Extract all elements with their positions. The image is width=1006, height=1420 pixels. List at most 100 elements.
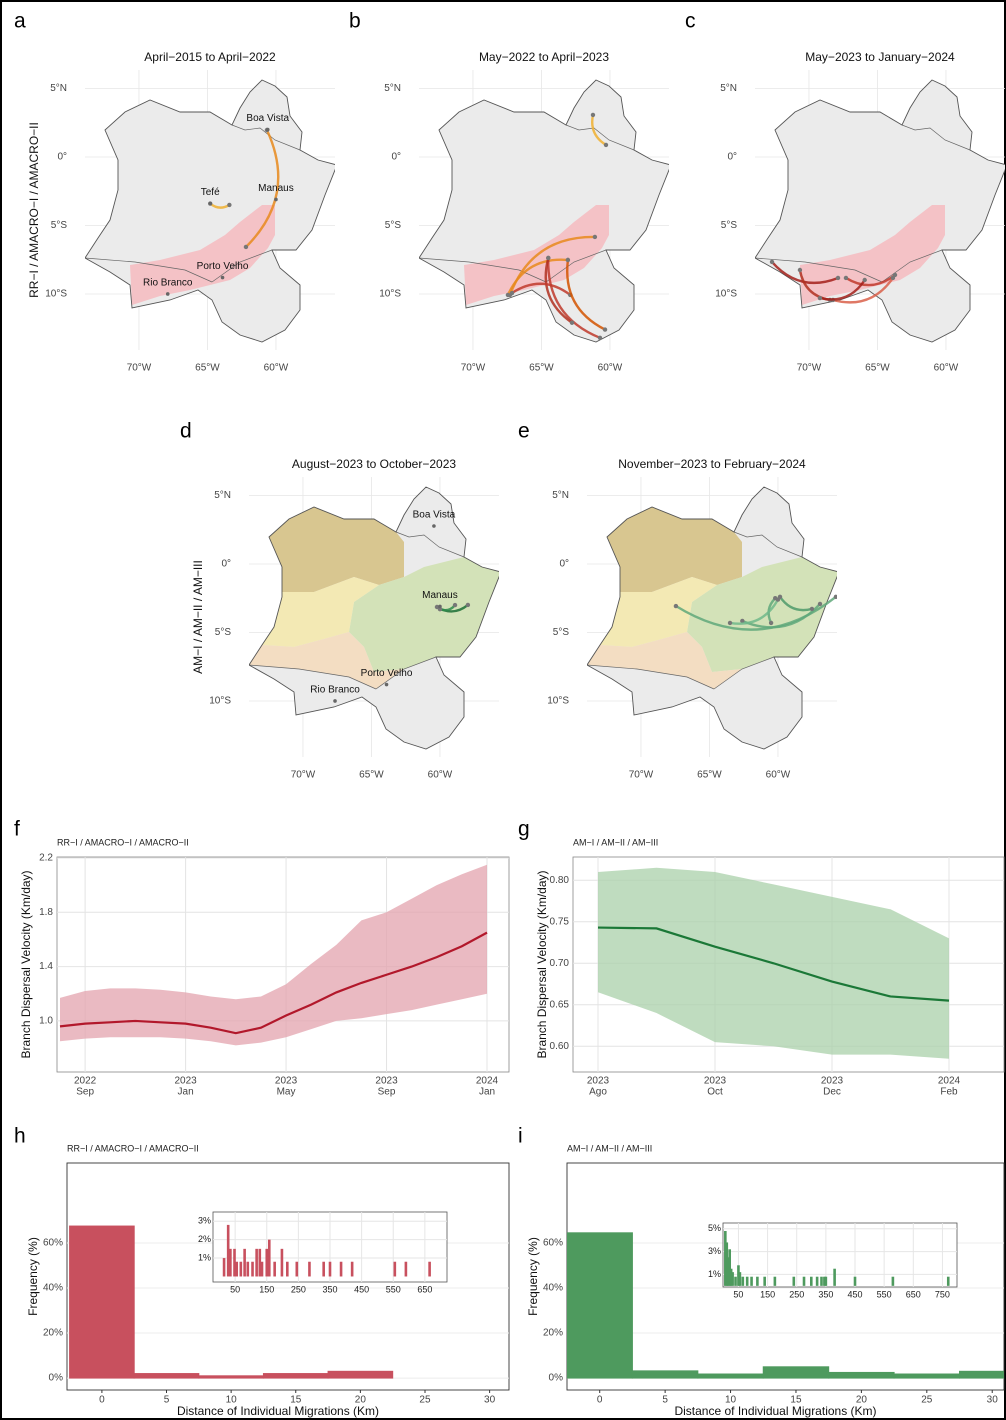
x-tick-label: 2023 [375, 1076, 398, 1087]
histogram-bar [631, 1370, 699, 1379]
inset-bar [428, 1261, 431, 1277]
inset-bar [295, 1261, 299, 1277]
site-dot [835, 275, 841, 281]
migration-arc [767, 597, 777, 625]
site-dot [509, 290, 515, 296]
inset-bar [853, 1276, 857, 1286]
inset-bar [756, 1276, 759, 1286]
inset-bar [246, 1261, 250, 1277]
inset-bar [226, 1224, 230, 1277]
state-border [587, 531, 803, 690]
inset-x-tick-label: 550 [386, 1284, 401, 1294]
y-tick-label: 1.8 [39, 907, 53, 918]
x-tick-label: Sep [378, 1087, 396, 1098]
city-dot [220, 275, 225, 280]
site-dot [602, 327, 608, 332]
panel-letter: h [14, 1125, 26, 1148]
map-title: April−2015 to April−2022 [144, 50, 276, 64]
panel-subtitle: AM−I / AM−II / AM−III [567, 1143, 652, 1153]
x-tick-label: 70°W [461, 363, 486, 374]
site-dot [592, 234, 598, 240]
y-tick-label: 5°N [384, 83, 401, 94]
city-label: Manaus [422, 590, 458, 601]
inset-x-tick-label: 150 [760, 1289, 775, 1299]
y-axis-title: Frequency (%) [526, 1237, 540, 1316]
site-dot [843, 275, 849, 281]
x-tick-label: 2023 [174, 1076, 197, 1087]
region-shade [269, 507, 404, 592]
row-label: RR−I / AMACRO−I / AMACRO−II [27, 122, 41, 298]
y-tick-label: 5°N [214, 490, 231, 501]
site-dot [775, 597, 781, 602]
x-tick-label: 5 [164, 1395, 170, 1406]
site-dot [769, 259, 775, 265]
inset-bar [737, 1265, 740, 1286]
y-tick-label: 5°S [51, 220, 68, 231]
site-dot [817, 601, 823, 607]
x-tick-label: 30 [987, 1395, 999, 1406]
row-label: AM−I / AM−II / AM−III [191, 560, 205, 674]
y-tick-label: 2.2 [39, 853, 53, 864]
inset-bar [728, 1249, 732, 1286]
y-tick-label: 5°S [215, 627, 232, 638]
inset-bar [251, 1261, 254, 1277]
x-tick-label: 20 [355, 1395, 367, 1406]
y-tick-label: 20% [43, 1328, 63, 1339]
histogram-bar [828, 1371, 895, 1379]
x-tick-label: Ago [589, 1087, 607, 1098]
x-tick-label: Feb [940, 1087, 958, 1098]
inset-x-tick-label: 50 [230, 1284, 240, 1294]
inset-x-tick-label: 350 [818, 1289, 833, 1299]
x-tick-label: 2023 [587, 1076, 610, 1087]
y-axis-title: Branch Dispersal Velocity (Km/day) [19, 870, 33, 1058]
inset-x-tick-label: 550 [877, 1289, 892, 1299]
panel-letter: e [518, 420, 530, 443]
state-border [85, 124, 301, 283]
city-label: Manaus [258, 183, 294, 194]
site-dot [890, 275, 896, 281]
y-tick-label: 5°S [553, 627, 570, 638]
inset-bar [773, 1276, 777, 1286]
city-label: Boa Vista [246, 113, 289, 124]
region-shade [130, 205, 275, 305]
state-border [755, 124, 971, 283]
map-layer [249, 486, 499, 750]
x-tick-label: 15 [790, 1395, 802, 1406]
migration-arc [831, 276, 895, 304]
migration-arc [506, 258, 570, 297]
y-tick-label: 10°S [715, 289, 737, 300]
x-tick-label: 25 [419, 1395, 431, 1406]
histogram-bar [959, 1370, 1004, 1379]
x-tick-label: 70°W [797, 363, 822, 374]
y-tick-label: 0° [57, 152, 67, 163]
y-axis-title: Branch Dispersal Velocity (Km/day) [535, 870, 549, 1058]
region-shade [687, 557, 837, 672]
y-tick-label: 0.80 [550, 875, 570, 886]
inset-y-tick-label: 3% [198, 1216, 211, 1226]
map-layer [755, 79, 1005, 343]
inset-bar [729, 1268, 733, 1286]
panel-letter: c [685, 10, 696, 33]
x-tick-label: 70°W [291, 770, 316, 781]
inset-x-tick-label: 650 [906, 1289, 921, 1299]
inset-bar [258, 1248, 262, 1277]
confidence-band [60, 864, 487, 1046]
panel-letter: a [14, 10, 26, 33]
x-tick-label: 25 [921, 1395, 933, 1406]
x-tick-label: Dec [823, 1087, 841, 1098]
inset-x-tick-label: 450 [354, 1284, 369, 1294]
y-tick-label: 40% [543, 1283, 563, 1294]
map-title: November−2023 to February−2024 [618, 457, 806, 471]
region-shade [800, 205, 945, 305]
y-tick-label: 20% [543, 1328, 563, 1339]
site-dot [603, 142, 609, 148]
city-label: Rio Branco [310, 685, 360, 696]
histogram-bar [762, 1366, 830, 1379]
y-tick-label: 0° [727, 152, 737, 163]
site-dot [590, 112, 596, 118]
inset-x-tick-label: 250 [789, 1289, 804, 1299]
x-tick-label: 65°W [865, 363, 890, 374]
x-tick-label: 2023 [704, 1076, 727, 1087]
y-tick-label: 0° [391, 152, 401, 163]
x-tick-label: 60°W [598, 363, 623, 374]
